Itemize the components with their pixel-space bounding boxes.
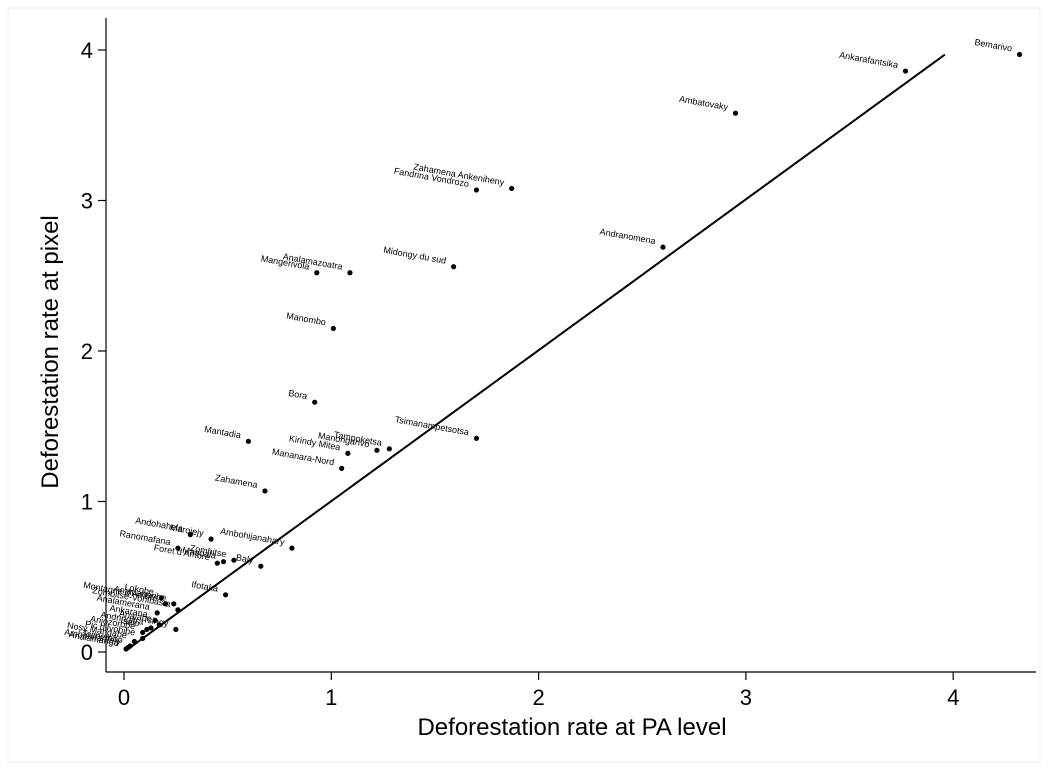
point-marker — [175, 607, 181, 613]
point-marker — [339, 465, 345, 471]
point-marker — [220, 559, 227, 565]
point-marker — [1016, 51, 1023, 58]
point-marker — [258, 563, 264, 569]
point-marker — [158, 595, 164, 601]
point-marker — [152, 617, 158, 623]
data-point: Isalo — [120, 615, 150, 633]
point-marker — [171, 601, 177, 607]
fit-line — [127, 53, 946, 650]
x-tick-label: 4 — [947, 685, 959, 710]
point-marker — [374, 447, 380, 453]
point-marker — [175, 545, 181, 551]
y-tick-label: 2 — [81, 339, 93, 364]
point-marker — [140, 629, 146, 636]
point-marker — [173, 626, 179, 633]
point-marker — [162, 601, 169, 607]
point-marker — [386, 446, 392, 452]
x-ticks: 0 1 2 3 4 — [118, 672, 959, 710]
x-tick-label: 0 — [118, 685, 130, 710]
point-marker — [902, 68, 909, 74]
point-marker — [187, 532, 193, 538]
point-marker — [222, 592, 229, 598]
point-marker — [451, 264, 457, 270]
point-marker — [231, 557, 237, 563]
point-marker — [156, 622, 162, 628]
point-marker — [314, 270, 320, 276]
point-marker — [140, 635, 146, 642]
point-label: Bora — [288, 388, 308, 401]
point-marker — [345, 450, 351, 456]
point-marker — [154, 610, 160, 616]
point-marker — [208, 536, 214, 542]
x-tick-label: 1 — [325, 685, 337, 710]
point-marker — [660, 244, 666, 250]
plot-border — [7, 7, 1041, 763]
point-label: Tsingy — [142, 614, 169, 628]
data-point: Ifotaka — [191, 579, 229, 598]
x-tick-label: 2 — [532, 685, 544, 710]
point-marker — [330, 325, 336, 332]
point-marker — [214, 560, 220, 566]
point-label: Isalo — [120, 615, 140, 628]
point-marker — [473, 187, 480, 193]
x-tick-label: 3 — [740, 685, 752, 710]
point-marker — [509, 185, 515, 192]
point-marker — [144, 626, 150, 633]
point-marker — [732, 110, 739, 116]
point-marker — [312, 399, 318, 405]
point-marker — [347, 270, 353, 276]
y-tick-label: 3 — [81, 189, 93, 214]
point-marker — [245, 438, 251, 444]
data-point: Tsingy — [142, 614, 179, 633]
y-axis-title: Deforestation rate at pixel — [37, 215, 64, 488]
point-marker — [131, 638, 137, 645]
point-marker — [123, 646, 129, 652]
point-marker — [262, 488, 268, 494]
point-label: Ifotaka — [191, 579, 219, 594]
y-tick-label: 4 — [81, 38, 93, 63]
y-tick-label: 0 — [81, 640, 93, 665]
y-tick-label: 1 — [81, 490, 93, 515]
data-point: Baly — [235, 552, 264, 569]
point-marker — [289, 545, 295, 551]
point-marker — [148, 625, 154, 631]
y-ticks: 0 1 2 3 4 — [81, 38, 106, 665]
point-marker — [473, 435, 480, 441]
data-point: Bora — [288, 388, 318, 405]
point-label: Baly — [235, 552, 254, 565]
x-axis-title: Deforestation rate at PA level — [417, 714, 726, 741]
